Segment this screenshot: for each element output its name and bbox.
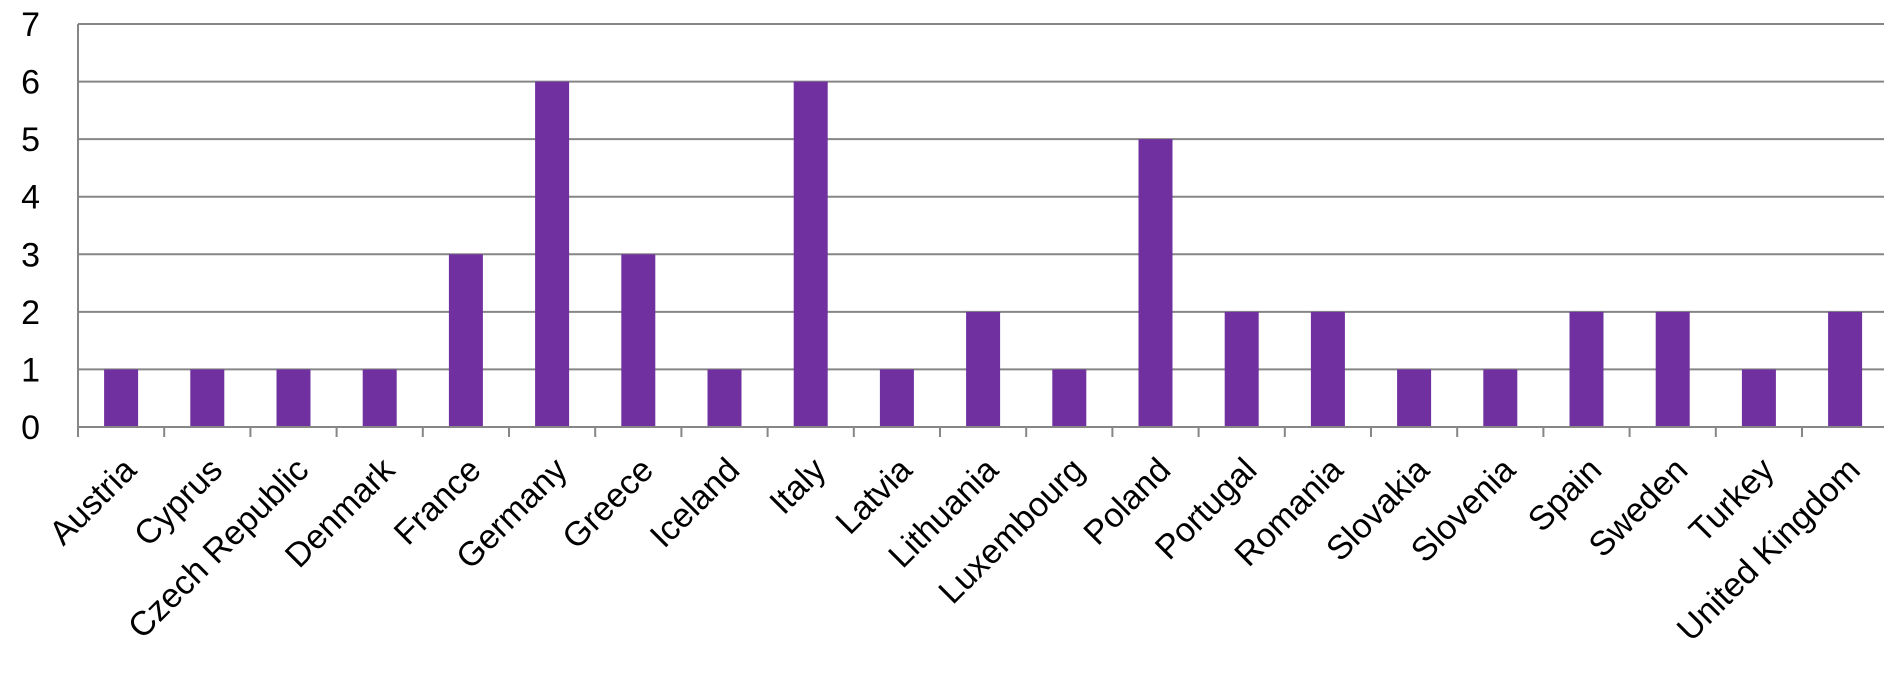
y-tick-label: 0 [21,409,40,447]
y-tick-label: 7 [21,6,40,44]
axes [77,24,1884,437]
bar-spain [1569,311,1604,427]
y-tick-label: 3 [21,236,40,274]
x-category-label: Iceland [643,451,747,555]
bar-iceland [707,369,742,427]
bar-austria [104,369,139,427]
bar-cyprus [190,369,225,427]
bar-luxembourg [1052,369,1087,427]
bar-france [448,254,483,427]
y-tick-label: 6 [21,64,40,102]
bar-czech-republic [276,369,311,427]
bar-turkey [1741,369,1776,427]
bar-slovakia [1397,369,1432,427]
x-category-label: Greece [555,451,661,557]
x-category-label: Italy [762,451,833,522]
gridlines [78,23,1884,371]
bars [104,81,1863,428]
bar-united-kingdom [1828,311,1863,427]
bar-sweden [1655,311,1690,427]
bar-greece [621,254,656,427]
bar-italy [793,81,828,428]
bar-lithuania [966,311,1001,427]
bar-portugal [1224,311,1259,427]
bar-romania [1310,311,1345,427]
y-tick-labels: 0 1 2 3 4 5 6 7 [21,6,40,447]
bar-denmark [362,369,397,427]
x-category-label: Austria [42,451,144,553]
bar-poland [1138,139,1173,427]
y-tick-label: 1 [21,351,40,389]
y-tick-label: 4 [21,179,40,217]
y-tick-label: 2 [21,294,40,332]
bar-latvia [879,369,914,427]
bar-slovenia [1483,369,1518,427]
y-tick-label: 5 [21,121,40,159]
bar-germany [535,81,570,428]
